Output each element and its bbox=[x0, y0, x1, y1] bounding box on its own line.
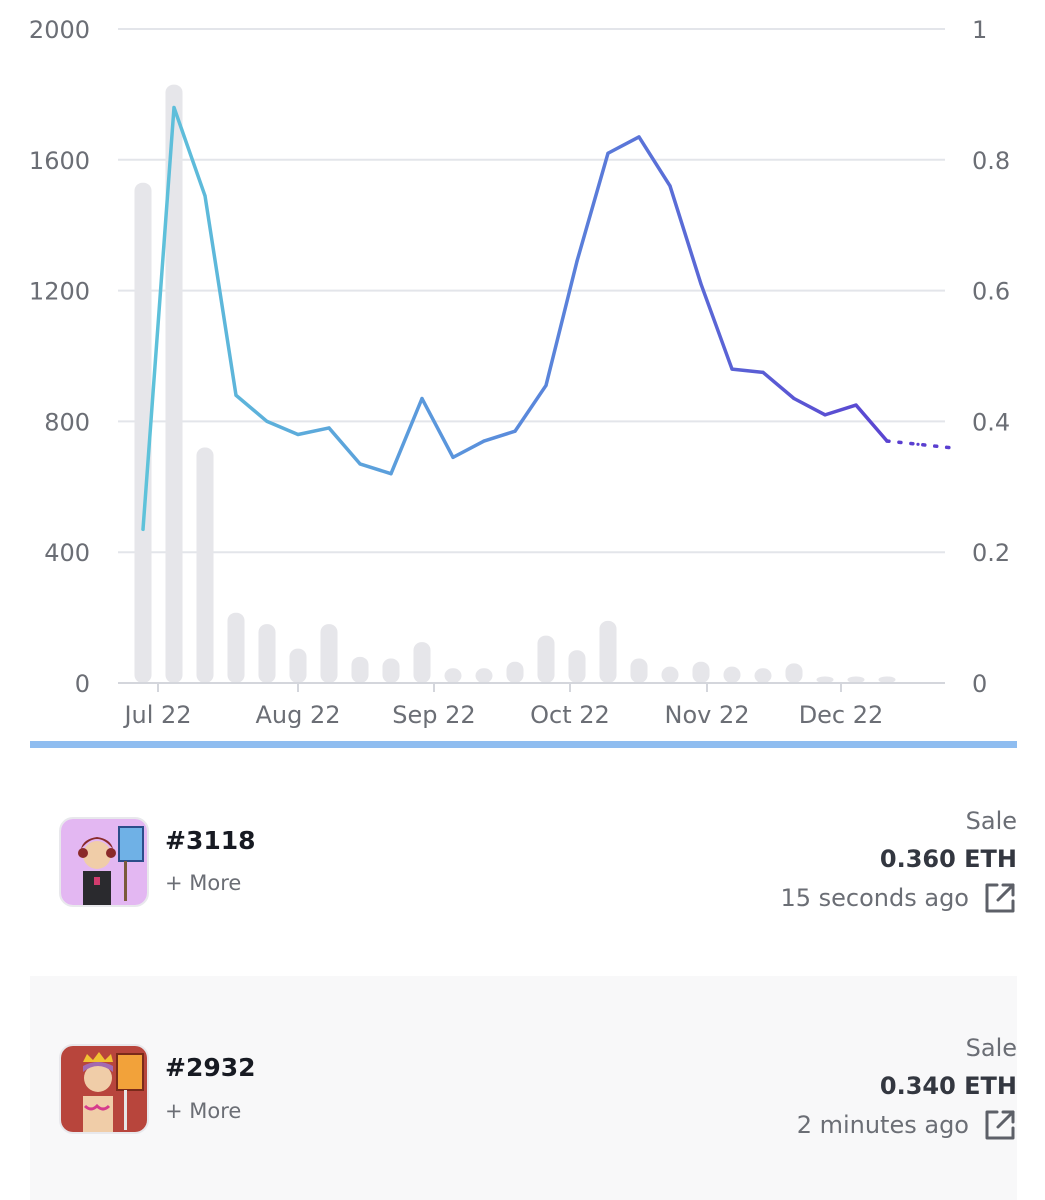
external-link-icon[interactable] bbox=[983, 881, 1017, 915]
volume-bar[interactable] bbox=[816, 676, 834, 683]
chart-divider bbox=[30, 741, 1017, 748]
more-link[interactable]: + More bbox=[165, 1099, 242, 1123]
left-axis-tick-label: 400 bbox=[44, 539, 90, 567]
volume-bar[interactable] bbox=[723, 666, 741, 683]
row-spacer bbox=[30, 960, 1017, 976]
token-id[interactable]: #2932 bbox=[165, 1053, 256, 1082]
line-point bbox=[699, 282, 703, 286]
volume-bar[interactable] bbox=[847, 676, 865, 683]
x-axis-tick-label: Dec 22 bbox=[799, 701, 884, 729]
volume-bar[interactable] bbox=[475, 668, 493, 683]
volume-bar[interactable] bbox=[785, 663, 803, 683]
volume-bar[interactable] bbox=[661, 666, 679, 683]
line-point bbox=[420, 396, 424, 401]
volume-bar[interactable] bbox=[289, 648, 307, 683]
left-axis-tick-label: 800 bbox=[44, 408, 90, 436]
volume-bar[interactable] bbox=[382, 658, 400, 683]
x-axis-tick-label: Nov 22 bbox=[664, 701, 749, 729]
line-point bbox=[668, 184, 672, 188]
nft-avatar-icon bbox=[61, 1046, 147, 1132]
timestamp: 15 seconds ago bbox=[780, 884, 969, 912]
timestamp-row: 15 seconds ago bbox=[780, 881, 1017, 915]
volume-bar[interactable] bbox=[568, 650, 586, 683]
line-point bbox=[358, 462, 362, 466]
volume-bar[interactable] bbox=[320, 624, 338, 683]
volume-bar[interactable] bbox=[196, 447, 214, 683]
left-axis-tick-label: 0 bbox=[75, 670, 90, 698]
line-point bbox=[916, 442, 920, 446]
line-point bbox=[544, 383, 548, 388]
volume-bar[interactable] bbox=[444, 668, 462, 683]
activity-row[interactable]: #2932 + More Sale 0.340 ETH 2 minutes ag… bbox=[30, 976, 1017, 1200]
sale-price: 0.340 ETH bbox=[879, 1072, 1017, 1100]
sale-price: 0.360 ETH bbox=[879, 845, 1017, 873]
floor-price-line[interactable] bbox=[141, 105, 889, 532]
x-axis-tick-label: Oct 22 bbox=[530, 701, 610, 729]
line-point bbox=[389, 472, 393, 476]
right-axis-tick-label: 1 bbox=[972, 16, 987, 44]
line-point bbox=[854, 403, 858, 407]
line-point bbox=[885, 439, 889, 443]
floor-price-projection-line bbox=[885, 439, 951, 450]
line-point bbox=[575, 259, 579, 263]
line-point bbox=[141, 527, 145, 531]
line-point bbox=[172, 105, 176, 110]
volume-bar[interactable] bbox=[134, 182, 152, 683]
volume-bar[interactable] bbox=[878, 676, 896, 683]
x-axis-tick-label: Aug 22 bbox=[255, 701, 340, 729]
nft-thumbnail[interactable] bbox=[59, 1044, 149, 1134]
line-point bbox=[947, 445, 951, 450]
line-point bbox=[234, 393, 238, 397]
activity-list: #3118 + More Sale 0.360 ETH 15 seconds a… bbox=[30, 760, 1017, 1200]
line-point bbox=[327, 426, 331, 430]
line-point bbox=[761, 370, 765, 374]
right-axis-tick-label: 0.8 bbox=[972, 147, 1010, 175]
right-axis-tick-label: 0 bbox=[972, 670, 987, 698]
external-link-icon[interactable] bbox=[983, 1108, 1017, 1142]
volume-bar[interactable] bbox=[599, 620, 617, 683]
more-link[interactable]: + More bbox=[165, 871, 242, 895]
price-volume-chart: 0 400 800 1200 1600 2000 0 0.2 0.4 0.6 0.8 1 Jul 22 A… bbox=[29, 16, 1010, 729]
x-axis-tick-label: Jul 22 bbox=[122, 701, 191, 729]
line-point bbox=[451, 455, 455, 459]
timestamp: 2 minutes ago bbox=[796, 1111, 969, 1139]
left-axis-tick-label: 1200 bbox=[29, 278, 90, 306]
chart-svg: 0 400 800 1200 1600 2000 0 0.2 0.4 0.6 0.8 1 Jul 22 A… bbox=[29, 16, 1010, 729]
volume-bar[interactable] bbox=[227, 612, 245, 683]
right-axis-tick-label: 0.2 bbox=[972, 539, 1010, 567]
line-point bbox=[823, 413, 827, 417]
token-id[interactable]: #3118 bbox=[165, 826, 256, 855]
right-axis-tick-label: 0.4 bbox=[972, 408, 1010, 436]
right-axis-tick-label: 0.6 bbox=[972, 278, 1010, 306]
activity-row[interactable]: #3118 + More Sale 0.360 ETH 15 seconds a… bbox=[30, 760, 1017, 960]
volume-bar[interactable] bbox=[165, 84, 183, 684]
line-point bbox=[482, 439, 486, 443]
activity-details: Sale 0.360 ETH 15 seconds ago bbox=[780, 807, 1017, 915]
activity-details: Sale 0.340 ETH 2 minutes ago bbox=[797, 1034, 1017, 1142]
event-type: Sale bbox=[965, 807, 1017, 835]
left-axis-tick-label: 1600 bbox=[29, 147, 90, 175]
left-axis-tick-label: 2000 bbox=[29, 16, 90, 44]
volume-bar[interactable] bbox=[537, 635, 555, 683]
volume-bar[interactable] bbox=[754, 668, 772, 683]
nft-avatar-icon bbox=[61, 819, 147, 905]
line-point bbox=[792, 396, 796, 401]
x-axis-tick-label: Sep 22 bbox=[392, 701, 475, 729]
volume-bar[interactable] bbox=[630, 658, 648, 683]
volume-bar[interactable] bbox=[506, 661, 524, 683]
event-type: Sale bbox=[965, 1034, 1017, 1062]
line-point bbox=[730, 367, 734, 371]
volume-bar[interactable] bbox=[413, 642, 431, 683]
line-point bbox=[606, 151, 610, 155]
volume-bar[interactable] bbox=[351, 656, 369, 683]
line-point bbox=[265, 419, 269, 423]
volume-bar[interactable] bbox=[258, 624, 276, 683]
nft-thumbnail[interactable] bbox=[59, 817, 149, 907]
line-point bbox=[513, 429, 517, 433]
volume-bar[interactable] bbox=[692, 661, 710, 683]
line-point bbox=[637, 135, 641, 139]
timestamp-row: 2 minutes ago bbox=[797, 1108, 1017, 1142]
line-point bbox=[203, 194, 207, 198]
line-point bbox=[296, 432, 300, 437]
